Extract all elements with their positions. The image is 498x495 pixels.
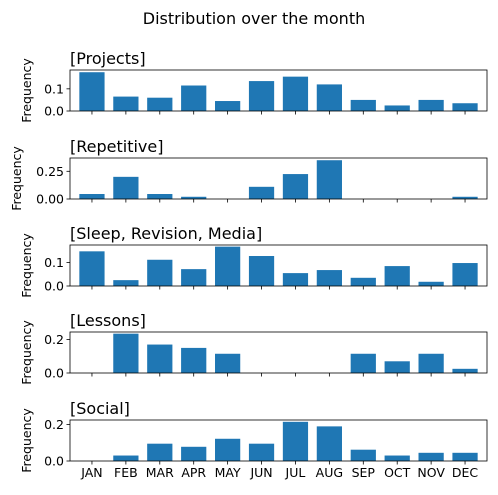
bar-nov [418,353,444,373]
bar-mar [147,259,173,286]
y-tick-label: 0.1 [44,255,64,270]
bar-feb [113,333,139,373]
x-tick-label: NOV [417,465,445,480]
bar-apr [181,85,207,111]
subplot-title: [Social] [70,399,130,418]
y-tick-label: 0.0 [44,104,64,119]
bar-may [215,438,241,461]
bar-jun [248,256,275,286]
bar-apr [181,347,207,373]
subplots: [Projects] Frequency 0.0 0.1 [Repetitive] Fre… [9,49,488,480]
bar-oct [384,266,410,286]
x-tick-label: MAR [146,465,174,480]
y-axis-label: Frequency [19,320,34,385]
bar-may [215,353,241,373]
y-tick-label: 0.0 [44,366,64,381]
x-tick-label: DEC [452,465,479,480]
subplot-title: [Sleep, Revision, Media] [70,224,262,243]
x-tick-label: MAY [215,465,241,480]
y-tick-label: 0.0 [44,454,64,469]
bar-nov [418,99,444,111]
bar-jul [282,76,309,111]
bar-apr [181,269,207,286]
bar-mar [147,97,173,111]
subplot-4: [Lessons] Frequency 0.0 0.2 [19,311,488,385]
x-tick-label: AUG [316,465,343,480]
bar-jan [79,251,105,286]
y-tick-label: 0.1 [44,81,64,96]
bar-aug [316,426,342,461]
bar-may [215,246,241,286]
bar-dec [452,263,478,286]
bar-feb [113,176,139,199]
y-tick-label: 0.2 [44,417,64,432]
bar-nov [418,281,444,286]
bar-sep [350,449,376,461]
bar-mar [147,344,173,373]
subplot-3: [Sleep, Revision, Media] Frequency 0.0 0.1 [19,224,488,298]
bar-jun [248,81,275,111]
subplot-1: [Projects] Frequency 0.0 0.1 [19,49,488,123]
x-tick-label: OCT [384,465,411,480]
bar-dec [452,103,478,111]
bar-jun [248,443,275,461]
bar-nov [418,452,444,461]
bar-aug [316,160,342,199]
axes-frame [69,331,488,374]
y-tick-label: 0.00 [36,192,64,207]
bar-jul [282,273,309,286]
y-tick-label: 0.2 [44,332,64,347]
y-axis-label: Frequency [19,408,34,473]
subplot-2: [Repetitive] Frequency 0.00 0.25 [9,137,488,211]
bar-sep [350,277,376,286]
x-tick-label: SEP [352,465,376,480]
subplot-5: [Social] Frequency JAN FEB MAR APR MAY JUN JUL AU… [19,399,488,480]
bar-jul [282,174,309,199]
bar-sep [350,99,376,111]
x-tick-label: JAN [80,465,102,480]
bar-mar [147,443,173,461]
bar-feb [113,455,139,461]
bar-jul [282,421,309,461]
bar-feb [113,96,139,111]
x-tick-label: APR [181,465,206,480]
bar-jan [79,72,105,111]
bar-mar [147,194,173,199]
bar-jun [248,186,275,199]
bar-dec [452,196,478,199]
bar-sep [350,353,376,373]
subplot-title: [Projects] [70,49,146,68]
y-tick-label: 0.0 [44,279,64,294]
y-axis-label: Frequency [9,146,24,211]
x-tick-label: FEB [114,465,138,480]
bar-aug [316,84,342,111]
subplot-title: [Lessons] [70,311,146,330]
bar-feb [113,280,139,286]
figure-title: Distribution over the month [143,9,365,28]
y-axis-label: Frequency [19,233,34,298]
bar-oct [384,455,410,461]
axes-frame [69,419,488,462]
axes-frame [69,69,488,112]
y-tick-label: 0.25 [36,164,64,179]
bar-jan [79,194,105,199]
bar-may [215,101,241,111]
bar-apr [181,446,207,461]
bar-apr [181,196,207,199]
axes-frame [69,157,488,200]
x-tick-label: JUL [285,465,306,480]
x-tick-label: JUN [249,465,272,480]
y-axis-label: Frequency [19,58,34,123]
bar-dec [452,452,478,461]
bar-dec [452,368,478,373]
bar-oct [384,105,410,111]
axes-frame [69,244,488,287]
bar-oct [384,361,410,373]
bar-aug [316,270,342,286]
subplot-title: [Repetitive] [70,137,163,156]
